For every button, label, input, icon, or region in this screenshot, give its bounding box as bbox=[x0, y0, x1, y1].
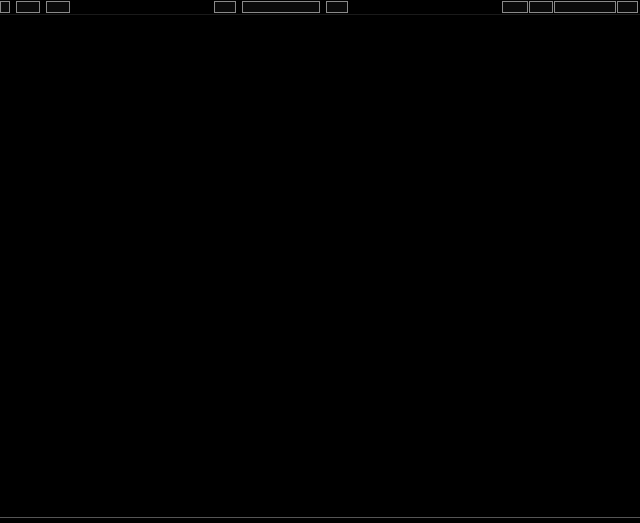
period-tab-month[interactable] bbox=[16, 1, 40, 13]
next-symbol-button[interactable] bbox=[326, 1, 348, 13]
period-tab-more[interactable] bbox=[46, 1, 70, 13]
prev-symbol-button[interactable] bbox=[214, 1, 236, 13]
bottom-strip bbox=[0, 517, 640, 523]
hide-main-indicators-button[interactable] bbox=[554, 1, 616, 13]
clipped-button[interactable] bbox=[0, 1, 10, 13]
draw-line-button[interactable] bbox=[529, 1, 553, 13]
toolbar bbox=[0, 0, 640, 15]
overlay-button[interactable] bbox=[502, 1, 528, 13]
time-axis bbox=[0, 502, 640, 516]
indicator-values bbox=[2, 15, 8, 27]
symbol-selector[interactable] bbox=[242, 1, 320, 13]
more-tools-button[interactable] bbox=[617, 1, 638, 13]
